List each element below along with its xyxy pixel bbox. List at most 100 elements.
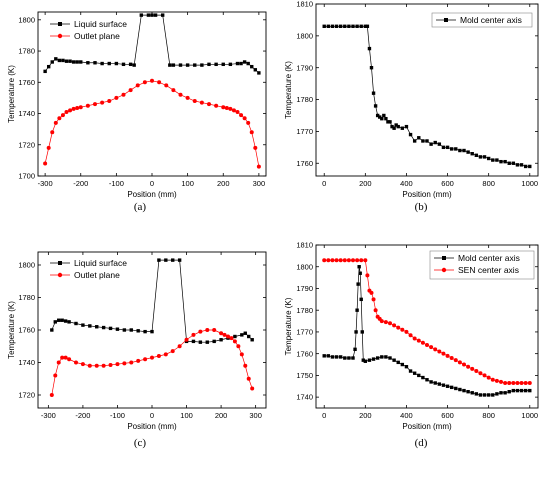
data-point (150, 78, 154, 83)
data-point (404, 124, 409, 129)
data-point (347, 24, 351, 28)
x-axis-label: Position (mm) (402, 422, 452, 431)
data-point (63, 319, 68, 323)
data-point (373, 104, 378, 108)
data-point (198, 329, 203, 334)
data-point (224, 106, 229, 111)
data-point (67, 320, 71, 324)
y-axis-label: Temperature (K) (7, 301, 16, 359)
y-tick-label: 1700 (18, 172, 35, 181)
data-point (375, 113, 380, 118)
data-point (519, 163, 524, 167)
y-tick-label: 1780 (296, 95, 313, 104)
data-point (351, 24, 355, 28)
data-point (214, 103, 219, 108)
legend-label: Outlet plane (74, 270, 120, 280)
data-point (156, 354, 161, 358)
data-point (236, 344, 241, 349)
data-point (108, 326, 113, 331)
data-point (246, 376, 251, 381)
data-point (233, 334, 237, 339)
data-point (243, 331, 247, 335)
x-tick-label: 100 (180, 411, 193, 420)
x-tick-label: -200 (73, 179, 88, 188)
y-tick-label: 1720 (18, 391, 35, 400)
data-point (462, 388, 466, 393)
data-point (470, 366, 475, 371)
data-point (417, 373, 421, 378)
data-point (445, 145, 450, 150)
data-point (177, 344, 182, 349)
data-point (462, 148, 466, 153)
data-point (150, 355, 154, 360)
data-point (142, 80, 147, 85)
data-point (198, 340, 203, 344)
data-point (429, 142, 433, 146)
data-point (205, 328, 210, 332)
y-tick-label: 1760 (296, 349, 313, 358)
legend-marker (58, 22, 62, 26)
data-point (519, 381, 524, 386)
data-point (523, 388, 528, 393)
data-point (246, 120, 251, 125)
data-point (115, 362, 120, 367)
data-point (240, 333, 244, 337)
data-point (396, 124, 400, 129)
data-point (101, 325, 106, 330)
data-point (64, 59, 69, 63)
data-point (250, 386, 255, 391)
y-tick-label: 1800 (296, 31, 313, 40)
y-tick-label: 1740 (18, 358, 35, 367)
data-point (474, 392, 479, 396)
data-point (384, 116, 388, 121)
data-point (94, 363, 99, 368)
x-tick-label: 200 (359, 411, 372, 420)
data-point (107, 61, 111, 66)
y-tick-label: 1780 (18, 47, 35, 56)
data-point (507, 381, 512, 386)
data-point (437, 349, 442, 354)
data-point (400, 126, 405, 130)
panel-caption: (c) (134, 437, 147, 449)
data-point (363, 359, 368, 363)
x-tick-label: 300 (249, 411, 262, 420)
chart-panel-4: 0 200 400 600 800 1000 1740 1750 1760 1770 1780 179… (284, 241, 539, 449)
data-point (466, 150, 470, 154)
data-point (458, 387, 462, 392)
data-point (191, 339, 196, 344)
data-point (457, 360, 462, 365)
data-point (378, 115, 382, 119)
data-point (363, 24, 368, 28)
data-point (108, 362, 113, 367)
x-tick-label: 200 (217, 179, 230, 188)
data-point (357, 265, 361, 269)
data-point (527, 381, 532, 386)
panel-caption: (a) (134, 201, 147, 213)
data-point (373, 308, 378, 313)
data-point (60, 355, 65, 360)
data-point (486, 393, 491, 397)
x-tick-label: 400 (400, 179, 413, 188)
y-tick-label: 1750 (296, 371, 313, 380)
data-point (511, 388, 516, 393)
data-point (50, 328, 54, 332)
data-point (114, 95, 119, 100)
data-point (330, 355, 335, 359)
data-point (346, 258, 351, 263)
data-point (507, 390, 511, 394)
data-point (93, 61, 97, 65)
data-point (507, 161, 511, 165)
data-point (356, 282, 360, 286)
data-point (429, 345, 434, 350)
data-point (322, 258, 327, 263)
legend-marker (57, 272, 63, 278)
series-line (324, 266, 530, 396)
data-point (171, 258, 175, 262)
data-point (486, 375, 491, 380)
data-point (64, 109, 69, 114)
legend-label: Liquid surface (74, 19, 127, 29)
legend-marker (442, 256, 446, 260)
data-point (470, 391, 474, 395)
data-point (219, 338, 223, 342)
